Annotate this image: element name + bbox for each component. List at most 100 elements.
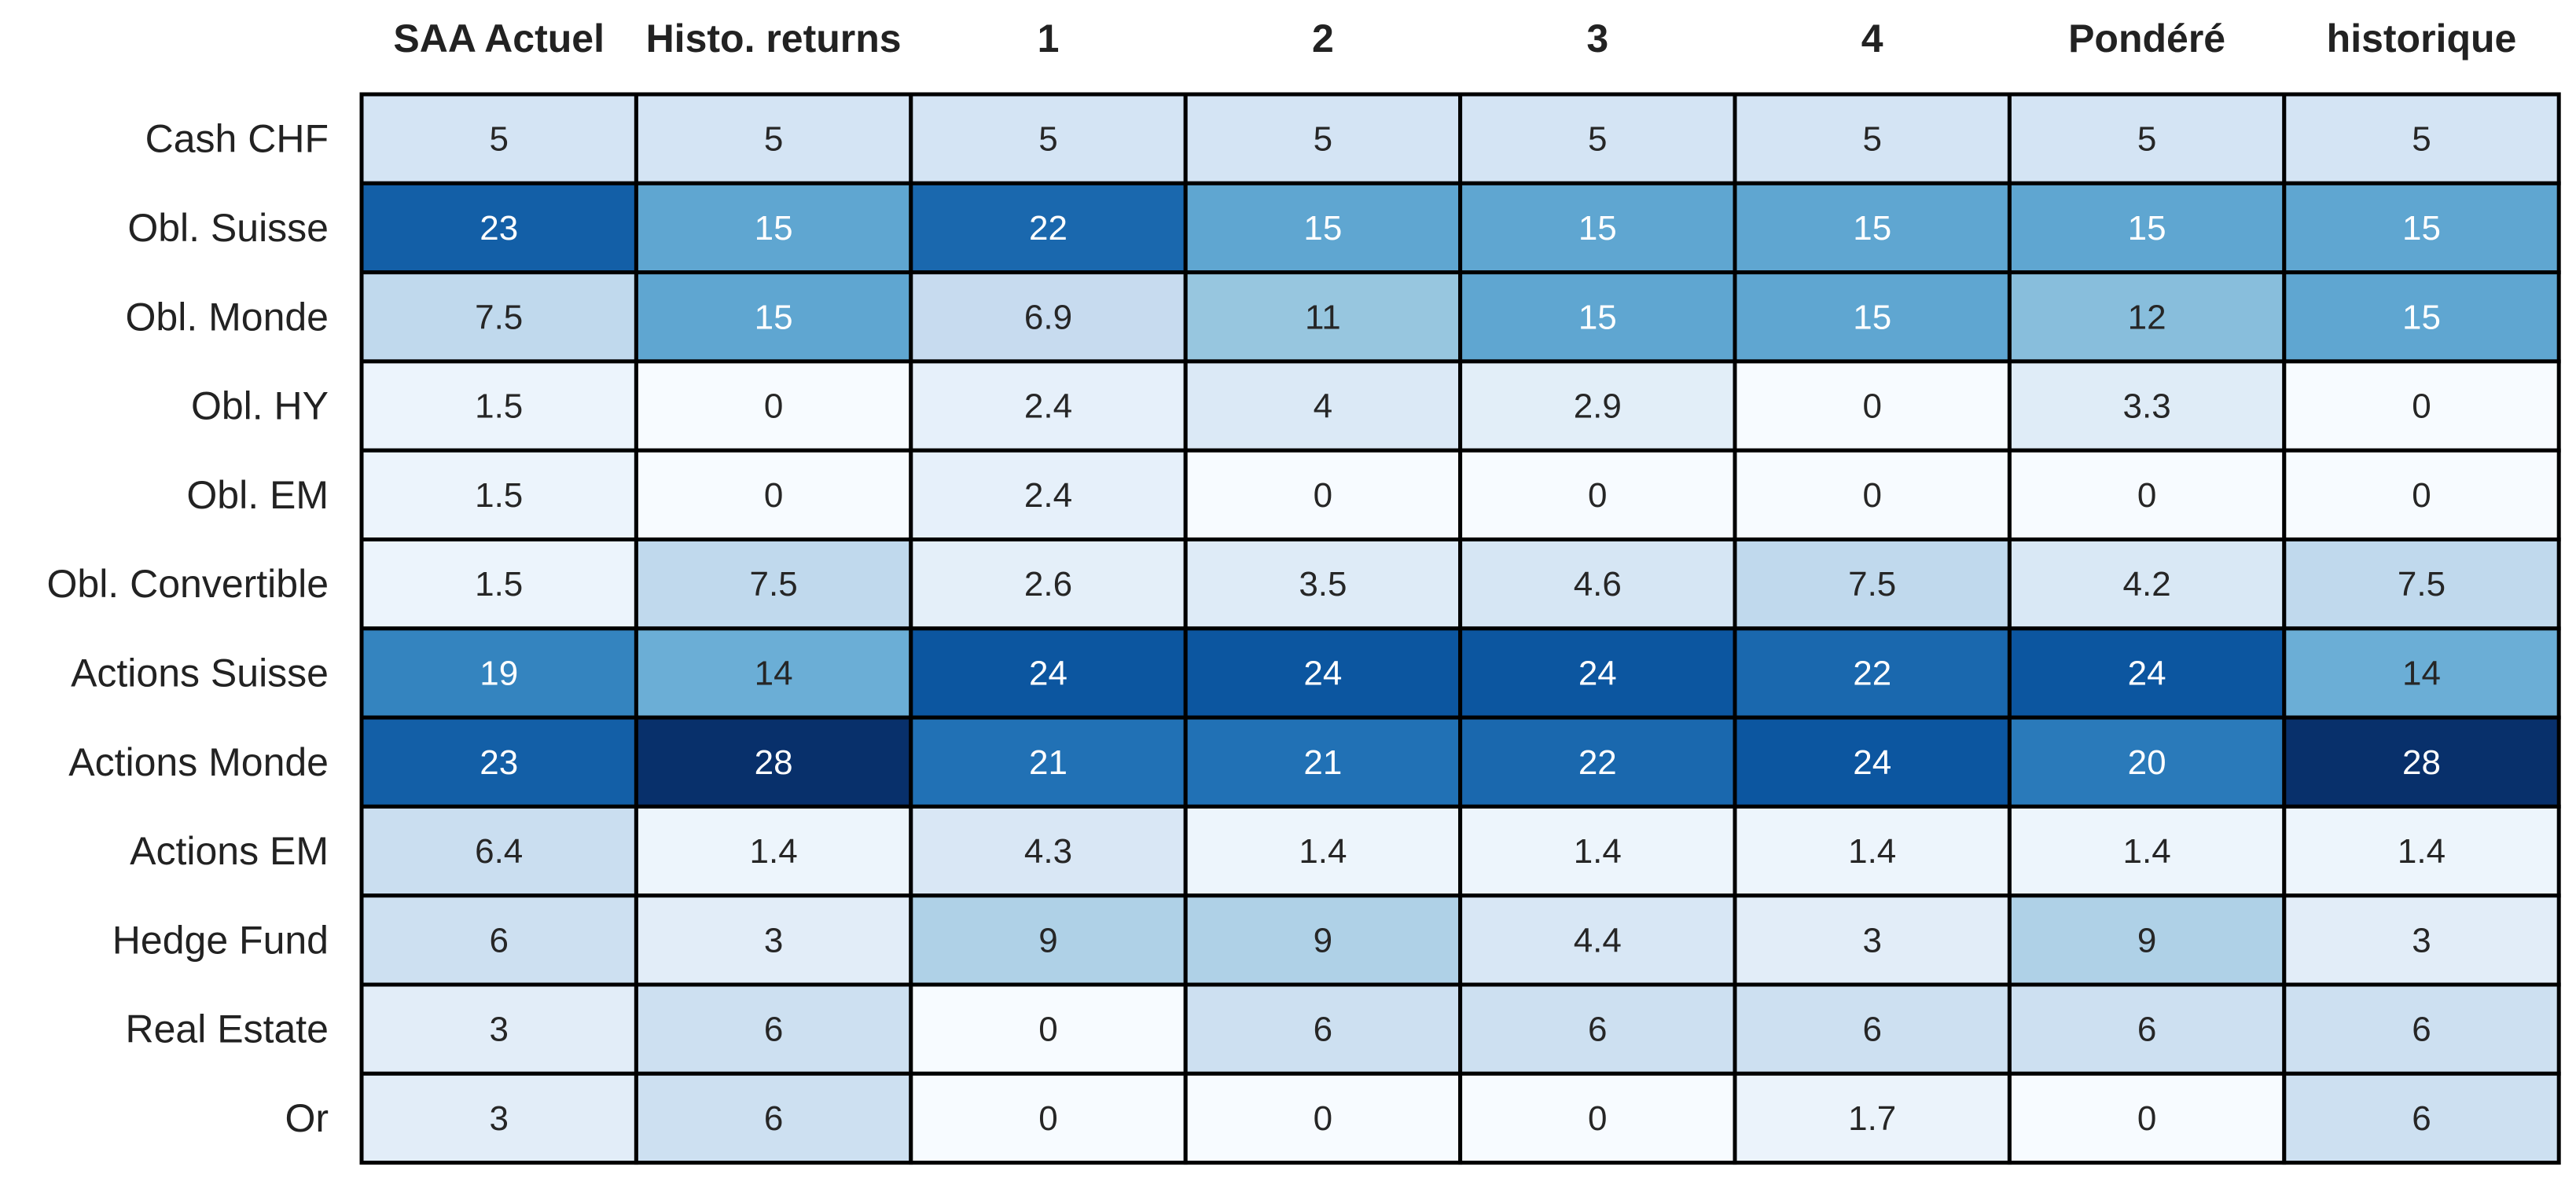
cell-value-label: 1.5 bbox=[475, 387, 523, 426]
row-label-actions-monde: Actions Monde bbox=[68, 740, 329, 784]
cell-value-label: 0 bbox=[2412, 476, 2431, 515]
cell-value-label: 9 bbox=[1314, 921, 1332, 959]
heatmap-cell bbox=[359, 626, 638, 720]
heatmap-cell bbox=[634, 893, 913, 987]
cell-value-label: 12 bbox=[2128, 298, 2166, 336]
cell-value-label: 14 bbox=[755, 654, 793, 692]
heatmap-cell bbox=[2282, 893, 2561, 987]
heatmap-cell bbox=[1458, 893, 1737, 987]
row-label-or: Or bbox=[285, 1096, 329, 1140]
cell-value-label: 0 bbox=[1862, 476, 1881, 515]
cell-value-label: 1.7 bbox=[1848, 1099, 1896, 1138]
cell-value-label: 4.2 bbox=[2123, 565, 2171, 604]
cell-value-label: 22 bbox=[1578, 743, 1617, 782]
cell-value-label: 1.4 bbox=[2398, 832, 2446, 871]
column-label-pondere: Pondéré bbox=[2068, 17, 2225, 61]
cell-value-label: 0 bbox=[1038, 1011, 1057, 1049]
cell-value-label: 3.5 bbox=[1299, 565, 1347, 604]
heatmap-cell bbox=[1458, 1071, 1737, 1165]
cell-value-label: 1.4 bbox=[1574, 832, 1622, 871]
heatmap-cell bbox=[1458, 537, 1737, 631]
cell-value-label: 28 bbox=[755, 743, 793, 782]
cell-value-label: 15 bbox=[1578, 298, 1617, 336]
cell-value-label: 6 bbox=[489, 921, 508, 959]
heatmap-cell bbox=[634, 982, 913, 1076]
cell-value-label: 3 bbox=[489, 1011, 508, 1049]
cell-value-label: 14 bbox=[2402, 654, 2441, 692]
heatmap-cell bbox=[634, 92, 913, 185]
cell-value-label: 1.5 bbox=[475, 565, 523, 604]
heatmap-cell bbox=[2282, 626, 2561, 720]
cell-value-label: 0 bbox=[1038, 1099, 1057, 1138]
cell-value-label: 1.4 bbox=[750, 832, 798, 871]
heatmap-cell bbox=[1183, 804, 1463, 898]
row-labels: Cash CHF Obl. Suisse Obl. Monde Obl. HY Obl.… bbox=[47, 117, 329, 1140]
heatmap-cell bbox=[634, 181, 913, 275]
cell-value-label: 0 bbox=[1314, 1099, 1332, 1138]
row-label-cash-chf: Cash CHF bbox=[145, 117, 329, 161]
column-labels: SAA Actuel Histo. returns 1 2 3 4 Pondéré histo… bbox=[393, 17, 2516, 61]
column-label-3: 3 bbox=[1586, 17, 1608, 61]
heatmap-cell bbox=[359, 1071, 638, 1165]
cell-value-label: 3 bbox=[2412, 921, 2431, 959]
heatmap-cell bbox=[2282, 92, 2561, 185]
heatmap-cell bbox=[1183, 359, 1463, 453]
column-label-4: 4 bbox=[1861, 17, 1883, 61]
cell-value-label: 6.4 bbox=[475, 832, 523, 871]
cell-value-label: 9 bbox=[2137, 921, 2156, 959]
cell-value-label: 0 bbox=[764, 387, 783, 426]
column-label-histo-returns: Histo. returns bbox=[646, 17, 902, 61]
cell-value-label: 1.4 bbox=[2123, 832, 2171, 871]
heatmap-cell bbox=[1733, 270, 2012, 364]
heatmap-cell bbox=[1458, 715, 1737, 809]
heatmap-cell bbox=[1733, 626, 2012, 720]
cell-value-label: 0 bbox=[1588, 1099, 1607, 1138]
heatmap-cell bbox=[2007, 626, 2287, 720]
cell-value-label: 5 bbox=[2137, 120, 2156, 159]
cell-value-label: 5 bbox=[1038, 120, 1057, 159]
heatmap-cell bbox=[1733, 1071, 2012, 1165]
heatmap-cells: 5 5 5 5 5 5 5 5 23 15 22 15 15 15 15 15 7.5 15 6.9 11 15 15 12… bbox=[359, 92, 2561, 1165]
heatmap-cell bbox=[909, 893, 1188, 987]
cell-value-label: 5 bbox=[489, 120, 508, 159]
heatmap-cell bbox=[2282, 1071, 2561, 1165]
cell-value-label: 19 bbox=[480, 654, 518, 692]
heatmap-cell bbox=[1458, 448, 1737, 542]
heatmap-cell bbox=[634, 626, 913, 720]
heatmap-cell bbox=[1183, 181, 1463, 275]
heatmap-cell bbox=[1183, 448, 1463, 542]
cell-value-label: 3 bbox=[1862, 921, 1881, 959]
row-label-obl-em: Obl. EM bbox=[186, 473, 329, 517]
column-label-1: 1 bbox=[1038, 17, 1060, 61]
cell-value-label: 1.5 bbox=[475, 476, 523, 515]
cell-value-label: 0 bbox=[2137, 1099, 2156, 1138]
heatmap-cell bbox=[1458, 804, 1737, 898]
heatmap-cell bbox=[909, 804, 1188, 898]
row-label-actions-suisse: Actions Suisse bbox=[71, 651, 329, 695]
cell-value-label: 2.4 bbox=[1024, 476, 1072, 515]
cell-value-label: 21 bbox=[1303, 743, 1342, 782]
heatmap-cell bbox=[359, 92, 638, 185]
cell-value-label: 24 bbox=[1578, 654, 1617, 692]
cell-value-label: 3 bbox=[764, 921, 783, 959]
heatmap-cell bbox=[359, 893, 638, 987]
cell-value-label: 15 bbox=[755, 298, 793, 336]
cell-value-label: 15 bbox=[1853, 298, 1891, 336]
heatmap-cell bbox=[2007, 537, 2287, 631]
heatmap-cell bbox=[1458, 626, 1737, 720]
cell-value-label: 6 bbox=[2412, 1011, 2431, 1049]
heatmap-cell bbox=[1183, 1071, 1463, 1165]
cell-value-label: 7.5 bbox=[1848, 565, 1896, 604]
row-label-hedge-fund: Hedge Fund bbox=[112, 918, 329, 962]
cell-value-label: 0 bbox=[1862, 387, 1881, 426]
heatmap-cell bbox=[2007, 1071, 2287, 1165]
heatmap-cell bbox=[1183, 893, 1463, 987]
cell-value-label: 4.4 bbox=[1574, 921, 1622, 959]
cell-value-label: 6 bbox=[1862, 1011, 1881, 1049]
heatmap-cell bbox=[634, 537, 913, 631]
cell-value-label: 6 bbox=[764, 1099, 783, 1138]
cell-value-label: 6 bbox=[2137, 1011, 2156, 1049]
row-label-obl-suisse: Obl. Suisse bbox=[127, 206, 329, 250]
row-label-actions-em: Actions EM bbox=[130, 829, 329, 873]
heatmap-cell bbox=[2007, 270, 2287, 364]
